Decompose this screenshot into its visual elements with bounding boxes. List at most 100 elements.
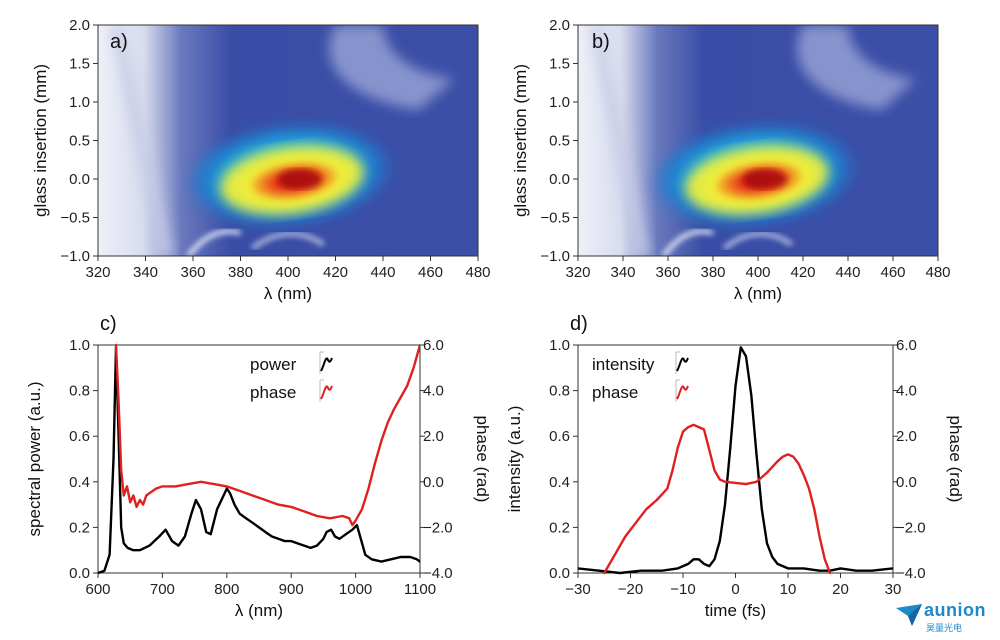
y-tick-label: 2.0 bbox=[69, 17, 90, 34]
y2-tick-label: 0.0 bbox=[896, 474, 917, 491]
legend-label-power: power bbox=[250, 355, 297, 374]
line-panels: 600 700 800 900 1000 1100 0.0 0.2 0.4 0.6 0.8 1.0 λ … bbox=[25, 313, 965, 620]
x-tick-label: 460 bbox=[880, 264, 905, 281]
panel-label: a) bbox=[110, 31, 128, 53]
x-tick-label: 400 bbox=[275, 264, 300, 281]
brand-subtitle: 昊量光电 bbox=[926, 624, 963, 634]
heatmap-streak bbox=[329, 25, 455, 110]
y-tick-label: 0.5 bbox=[549, 133, 570, 150]
y2-tick-label: −2.0 bbox=[896, 519, 926, 536]
heatmap-peak bbox=[742, 169, 787, 189]
x-tick-label: −10 bbox=[670, 581, 695, 598]
y-tick-label: 0.0 bbox=[69, 565, 90, 582]
y2-tick-label: 4.0 bbox=[423, 383, 444, 400]
x-tick-label: 480 bbox=[925, 264, 950, 281]
legend-swatch-frame bbox=[675, 351, 680, 374]
x-tick-label: 10 bbox=[780, 581, 797, 598]
x-axis-label: λ (nm) bbox=[264, 284, 312, 303]
y-tick-label: −1.0 bbox=[60, 248, 90, 265]
y-tick-label: 1.0 bbox=[549, 337, 570, 354]
y-tick-label: 0.6 bbox=[549, 428, 570, 445]
legend-label-phase: phase bbox=[592, 383, 638, 402]
heatmap-image bbox=[578, 25, 938, 256]
y-tick-label: 0.4 bbox=[69, 474, 90, 491]
y-axis-label: glass insertion (mm) bbox=[31, 64, 50, 217]
legend-swatch-intensity bbox=[676, 357, 689, 372]
y2-tick-label: −2.0 bbox=[423, 519, 453, 536]
brand-arrow-icon bbox=[896, 604, 922, 626]
series-group bbox=[98, 343, 420, 575]
x-tick-label: 420 bbox=[323, 264, 348, 281]
y-tick-label: −0.5 bbox=[540, 210, 570, 227]
heatmap-panels: 320 340 360 380 400 420 440 460 480 −1.0 −0.5 0.0 0.… bbox=[31, 17, 951, 303]
x-axis-label: time (fs) bbox=[705, 601, 766, 620]
y-tick-label: 0.0 bbox=[69, 171, 90, 188]
lineplot-c: 600 700 800 900 1000 1100 0.0 0.2 0.4 0.6 0.8 1.0 λ … bbox=[25, 313, 492, 620]
legend-swatch-frame bbox=[319, 351, 324, 374]
y-tick-label: 0.8 bbox=[69, 383, 90, 400]
x-tick-label: 700 bbox=[150, 581, 175, 598]
y2-axis-label: phase (rad) bbox=[946, 416, 965, 503]
panel-label: c) bbox=[100, 313, 117, 335]
heatmap-edge-band bbox=[589, 25, 650, 256]
legend-swatch-phase bbox=[320, 385, 333, 400]
y-tick-label: 0.2 bbox=[549, 519, 570, 536]
x-tick-label: 360 bbox=[655, 264, 680, 281]
heatmap-peak bbox=[277, 169, 322, 189]
series-line-phase bbox=[114, 343, 420, 527]
heatmap-streak bbox=[797, 25, 916, 110]
y-tick-label: 1.5 bbox=[549, 56, 570, 73]
x-tick-label: 320 bbox=[565, 264, 590, 281]
series-line-intensity bbox=[578, 346, 893, 575]
brand-logo: aunion 昊量光电 bbox=[896, 600, 996, 636]
y-tick-label: 0.5 bbox=[69, 133, 90, 150]
legend-label-intensity: intensity bbox=[592, 355, 655, 374]
x-tick-label: 900 bbox=[279, 581, 304, 598]
x-tick-label: 320 bbox=[85, 264, 110, 281]
x-tick-label: 0 bbox=[731, 581, 739, 598]
y2-tick-label: −4.0 bbox=[423, 565, 453, 582]
y-tick-label: 0.8 bbox=[549, 383, 570, 400]
panel-label: b) bbox=[592, 31, 610, 53]
x-tick-label: 340 bbox=[133, 264, 158, 281]
x-tick-label: 380 bbox=[700, 264, 725, 281]
series-line-phase bbox=[603, 423, 832, 575]
x-tick-label: 480 bbox=[465, 264, 490, 281]
x-tick-label: 20 bbox=[832, 581, 849, 598]
heatmap-arc bbox=[250, 231, 325, 251]
series-line-power bbox=[98, 346, 420, 575]
heatmap-a: 320 340 360 380 400 420 440 460 480 −1.0 −0.5 0.0 0.… bbox=[31, 17, 491, 303]
y-tick-label: 0.4 bbox=[549, 474, 570, 491]
y-axis-label: glass insertion (mm) bbox=[511, 64, 530, 217]
x-tick-label: 1000 bbox=[339, 581, 372, 598]
y2-axis-label: phase (rad) bbox=[473, 416, 492, 503]
y2-tick-label: 2.0 bbox=[423, 428, 444, 445]
x-axis-label: λ (nm) bbox=[235, 601, 283, 620]
y-tick-label: 1.0 bbox=[549, 94, 570, 111]
y2-tick-label: 6.0 bbox=[423, 337, 444, 354]
legend-swatch-phase bbox=[676, 385, 689, 400]
x-tick-label: 440 bbox=[370, 264, 395, 281]
y2-tick-label: 4.0 bbox=[896, 383, 917, 400]
x-tick-label: 340 bbox=[610, 264, 635, 281]
y-tick-label: −1.0 bbox=[540, 248, 570, 265]
legend-swatch-frame bbox=[675, 379, 680, 402]
brand-name: aunion bbox=[924, 600, 986, 620]
x-tick-label: 380 bbox=[228, 264, 253, 281]
y-tick-label: 1.5 bbox=[69, 56, 90, 73]
x-tick-label: −30 bbox=[565, 581, 590, 598]
y-tick-label: 1.0 bbox=[69, 337, 90, 354]
x-tick-label: 360 bbox=[180, 264, 205, 281]
y-axis-label: intensity (a.u.) bbox=[505, 406, 524, 513]
x-tick-label: 800 bbox=[214, 581, 239, 598]
x-tick-label: 400 bbox=[745, 264, 770, 281]
x-tick-label: 440 bbox=[835, 264, 860, 281]
heatmap-edge-band bbox=[109, 25, 174, 256]
y-tick-label: 0.0 bbox=[549, 171, 570, 188]
panel-label: d) bbox=[570, 313, 588, 335]
y2-tick-label: 2.0 bbox=[896, 428, 917, 445]
y-tick-label: 1.0 bbox=[69, 94, 90, 111]
x-tick-label: 420 bbox=[790, 264, 815, 281]
y-tick-label: 2.0 bbox=[549, 17, 570, 34]
